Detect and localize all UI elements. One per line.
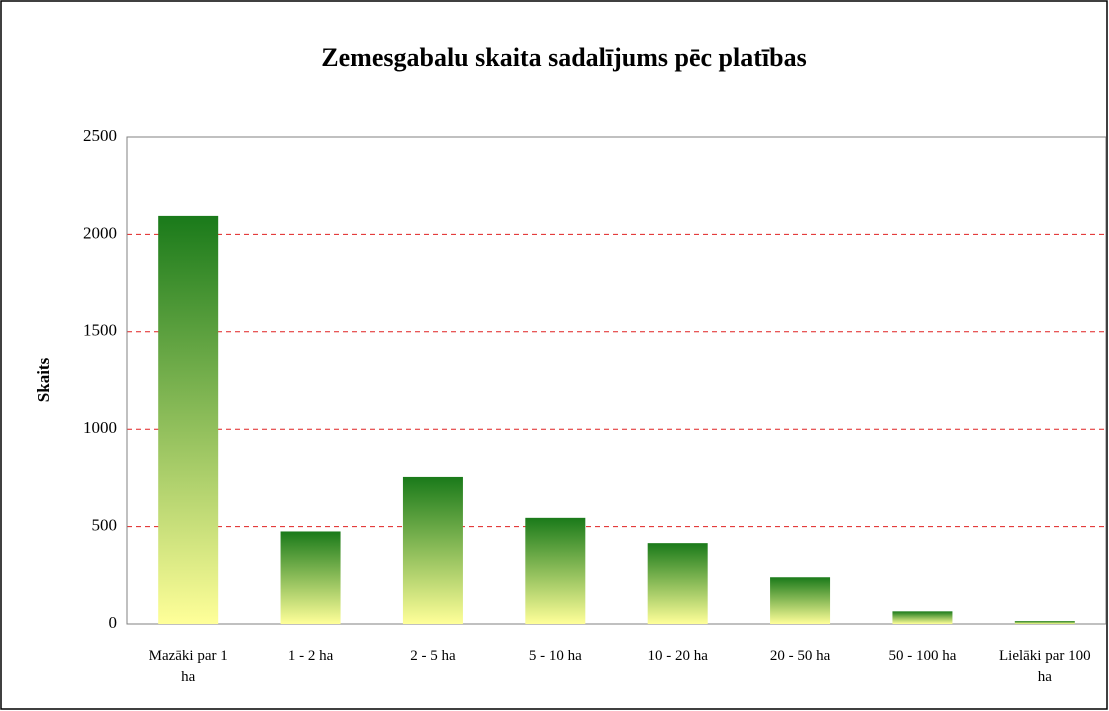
- bar: [892, 611, 953, 624]
- bar: [402, 476, 463, 624]
- plot-frame: [126, 136, 1107, 625]
- bar: [280, 531, 341, 624]
- y-tick-label: 500: [92, 516, 118, 535]
- y-tick-label: 1000: [83, 418, 117, 437]
- x-tick-label: Mazāki par 1 ha: [148, 648, 228, 685]
- x-tick-label: 50 - 100 ha: [888, 648, 957, 664]
- y-tick-label: 2500: [83, 126, 117, 145]
- y-tick-label: 0: [109, 613, 118, 632]
- y-tick-label: 1500: [83, 321, 117, 340]
- bar: [770, 577, 831, 624]
- x-tick-label: 2 - 5 ha: [410, 648, 456, 664]
- x-tick-label: Lielāki par 100 ha: [998, 648, 1091, 685]
- x-tick-label: 1 - 2 ha: [287, 648, 334, 664]
- x-tick-label: 20 - 50 ha: [769, 648, 831, 664]
- x-tick-label: 10 - 20 ha: [647, 648, 708, 664]
- x-tick-label: 5 - 10 ha: [528, 648, 582, 664]
- y-axis-label: Skaits: [34, 357, 53, 402]
- bar: [647, 543, 708, 624]
- y-tick-label: 2000: [83, 223, 117, 242]
- chart-title: Zemesgabalu skaita sadalījums pēc platīb…: [321, 43, 806, 72]
- bar: [525, 517, 586, 624]
- bar: [1014, 621, 1075, 624]
- bar: [158, 215, 219, 625]
